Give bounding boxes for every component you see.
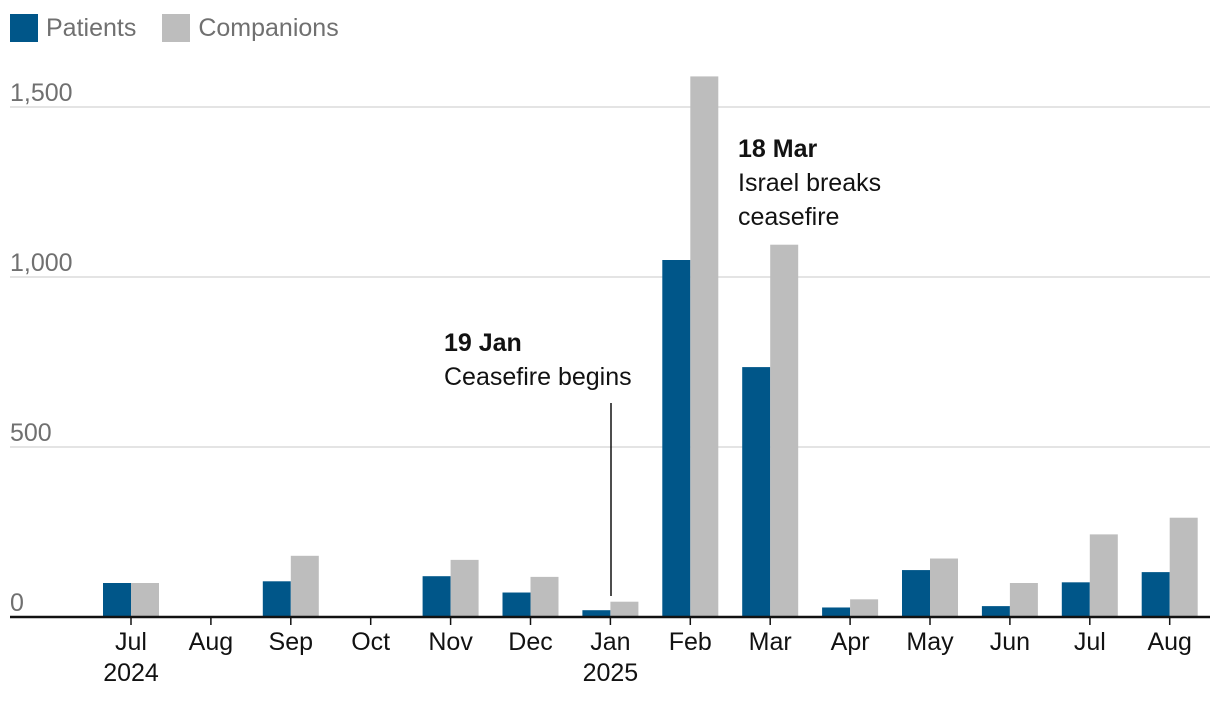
bar-companions (131, 583, 159, 617)
x-year-label: 2025 (583, 659, 639, 687)
x-tick-label: Aug (1147, 628, 1191, 656)
legend-swatch-companions (162, 14, 191, 42)
legend-swatch-patients (10, 14, 38, 42)
bar-patients (1061, 582, 1090, 617)
legend-item-companions: Companions (162, 13, 339, 43)
x-tick-label: Mar (749, 628, 792, 656)
bar-companions (850, 599, 879, 617)
bar-patients (662, 260, 691, 617)
bar-patients (1141, 572, 1170, 617)
bar-companions (290, 555, 319, 617)
legend-label-companions: Companions (198, 13, 339, 42)
legend-label-patients: Patients (46, 13, 137, 42)
bar-companions (1169, 517, 1198, 617)
bar-companions (530, 576, 559, 617)
bar-patients (582, 610, 611, 617)
bar-patients (822, 607, 851, 617)
x-tick-label: Nov (428, 628, 473, 656)
bar-companions (1089, 534, 1118, 617)
x-tick-label: Jul (115, 628, 147, 656)
legend-item-patients: Patients (10, 14, 136, 43)
x-tick-label: May (906, 628, 954, 656)
x-tick-label: Jun (990, 628, 1030, 656)
bar-companions (930, 558, 958, 617)
bar-patients (262, 581, 291, 617)
bar-companions (1009, 583, 1038, 617)
y-tick-label: 0 (10, 589, 24, 617)
bar-companions (450, 559, 479, 617)
chart-legend: Patients Companions (10, 12, 365, 44)
x-tick-label: Apr (831, 628, 870, 656)
annotation-text: Ceasefire begins (444, 363, 632, 391)
annotation-text: ceasefire (738, 203, 839, 231)
x-tick-label: Jul (1074, 628, 1106, 656)
bar-companions (690, 76, 719, 617)
annotation-date: 18 Mar (738, 135, 817, 163)
x-tick-label: Jan (590, 628, 630, 656)
x-tick-label: Oct (351, 628, 390, 656)
bar-patients (103, 583, 131, 617)
bar-patients (981, 606, 1010, 617)
x-year-label: 2024 (103, 659, 159, 687)
bar-patients (902, 570, 930, 617)
bar-companions (610, 601, 639, 617)
bar-companions (770, 244, 799, 617)
annotation-date: 19 Jan (444, 329, 522, 357)
bar-patients (422, 576, 451, 617)
bar-patients (742, 367, 771, 617)
annotation-text: Israel breaks (738, 169, 881, 197)
x-tick-label: Dec (508, 628, 552, 656)
x-tick-label: Aug (189, 628, 233, 656)
y-tick-label: 1,500 (10, 79, 73, 107)
y-tick-label: 500 (10, 419, 52, 447)
y-tick-label: 1,000 (10, 249, 73, 277)
x-tick-label: Feb (669, 628, 712, 656)
bar-patients (502, 592, 531, 617)
x-tick-label: Sep (269, 628, 313, 656)
